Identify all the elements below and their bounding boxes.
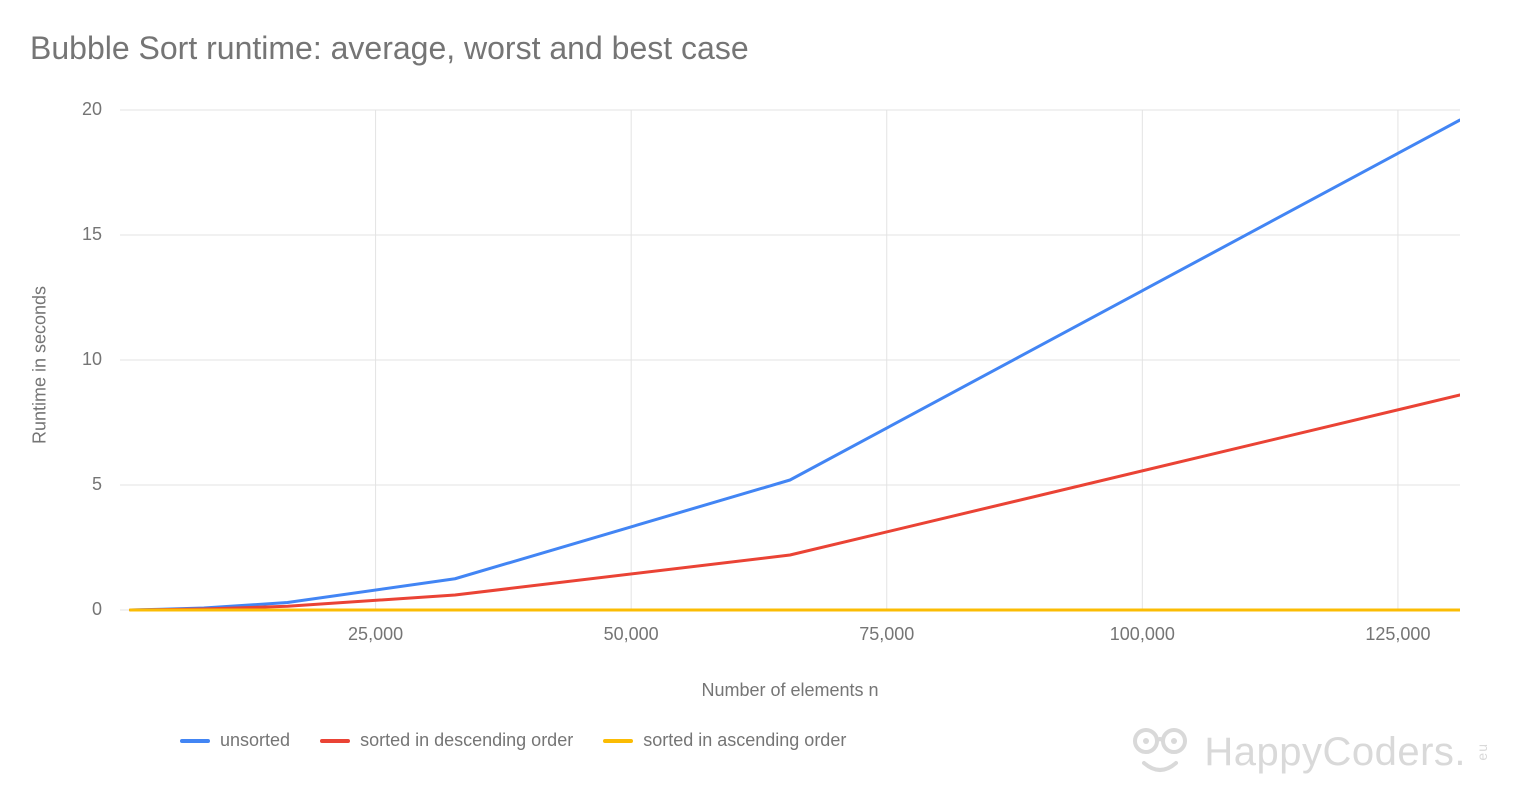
legend-label: sorted in descending order (360, 730, 573, 751)
legend-label: unsorted (220, 730, 290, 751)
x-tick-label: 25,000 (348, 624, 403, 645)
legend-item: sorted in ascending order (603, 730, 846, 751)
legend-item: unsorted (180, 730, 290, 751)
watermark: HappyCoders. eu (1130, 727, 1490, 777)
legend-label: sorted in ascending order (643, 730, 846, 751)
x-tick-label: 100,000 (1110, 624, 1175, 645)
chart-legend: unsorted sorted in descending order sorted… (180, 730, 864, 751)
y-axis-label: Runtime in seconds (30, 286, 51, 444)
watermark-suffix: eu (1474, 743, 1490, 761)
x-tick-label: 50,000 (604, 624, 659, 645)
chart-plot-area (120, 100, 1460, 630)
chart-title: Bubble Sort runtime: average, worst and … (30, 30, 749, 67)
chart-svg (120, 100, 1460, 630)
glasses-icon (1130, 727, 1190, 777)
x-tick-label: 125,000 (1365, 624, 1430, 645)
legend-item: sorted in descending order (320, 730, 573, 751)
legend-swatch (603, 739, 633, 743)
watermark-text: HappyCoders. (1204, 730, 1466, 775)
x-axis-label: Number of elements n (701, 680, 878, 701)
x-tick-label: 75,000 (859, 624, 914, 645)
legend-swatch (320, 739, 350, 743)
legend-swatch (180, 739, 210, 743)
